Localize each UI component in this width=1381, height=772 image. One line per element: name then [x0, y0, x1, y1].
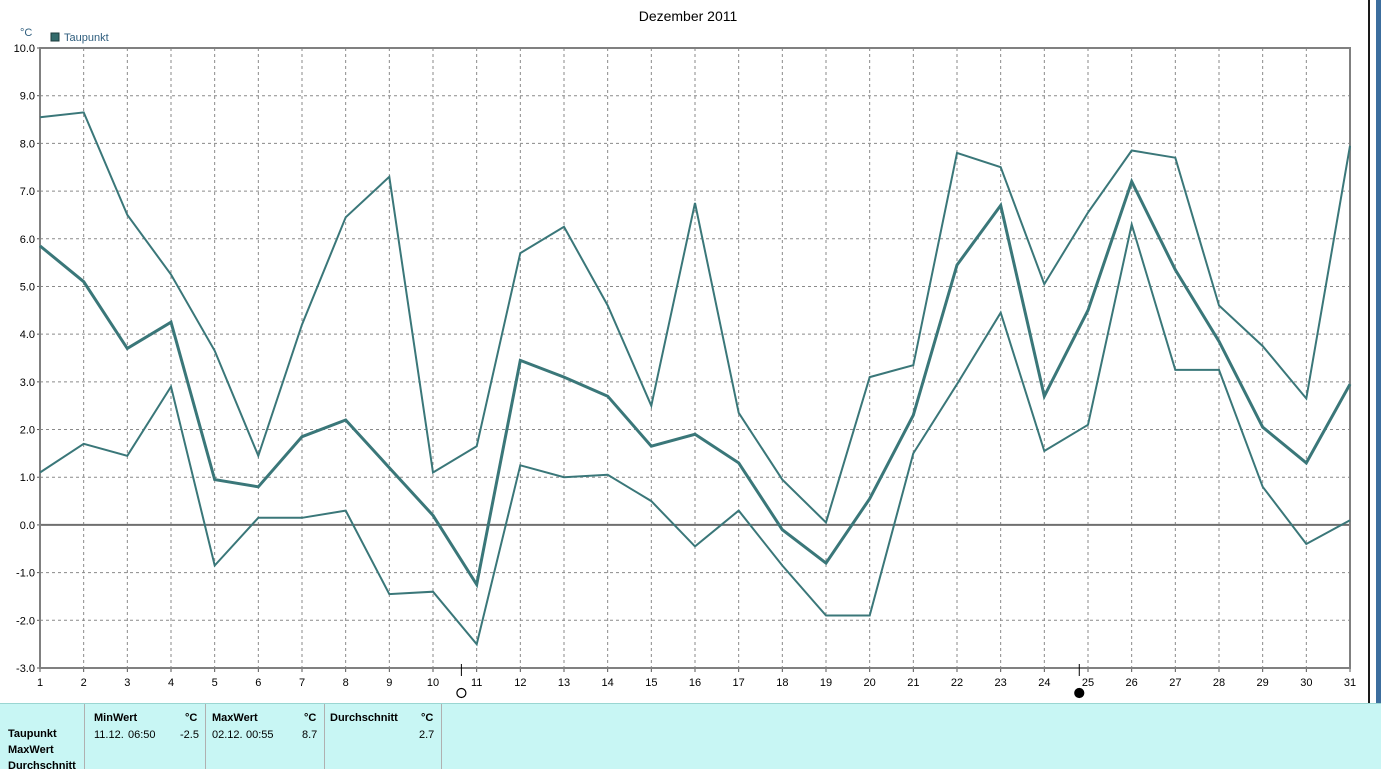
- x-tick-label: 1: [37, 677, 43, 689]
- max-value: 8.7: [302, 729, 318, 741]
- y-tick-label: 6.0: [20, 234, 35, 246]
- y-tick-label: 5.0: [20, 281, 35, 293]
- y-unit-label: °C: [20, 27, 32, 39]
- plot-frame: [39, 47, 1351, 669]
- x-tick-label: 29: [1257, 677, 1269, 689]
- y-tick-label: 8.0: [20, 138, 35, 150]
- chart-canvas: 10.0 9.0 8.0 7.0 6.0 5.0 4.0 3.0 2.0 1.0 0.0 -1.0 -2…: [14, 8, 1356, 699]
- max-date: 02.12.: [212, 729, 243, 741]
- avg-header: Durchschnitt: [330, 712, 398, 724]
- y-tick-label: 0.0: [20, 520, 35, 532]
- x-tick-label: 19: [820, 677, 832, 689]
- x-tick-label: 3: [124, 677, 130, 689]
- min-marker-circle: [456, 687, 467, 699]
- x-tick-label: 7: [299, 677, 305, 689]
- x-tick-label: 23: [995, 677, 1007, 689]
- x-tick-label: 28: [1213, 677, 1225, 689]
- x-tick-label: 13: [558, 677, 570, 689]
- stats-min-column: MinWert °C 11.12. 06:50 -2.5: [85, 704, 206, 769]
- x-tick-label: 26: [1126, 677, 1138, 689]
- x-tick-label: 18: [776, 677, 788, 689]
- x-tick-label: 16: [689, 677, 701, 689]
- min-date: 11.12.: [94, 729, 124, 741]
- stats-panel: Taupunkt MaxWert Durchschnitt MinWert °C…: [0, 703, 1381, 772]
- x-tick-label: 15: [645, 677, 657, 689]
- row-label-maxwert: MaxWert: [8, 744, 54, 756]
- y-tick-label: 10.0: [14, 43, 35, 55]
- window-divider: [1368, 0, 1370, 703]
- x-tick-label: 30: [1300, 677, 1312, 689]
- max-unit: °C: [304, 712, 317, 724]
- avg-value: 2.7: [419, 729, 435, 741]
- min-value: -2.5: [180, 729, 199, 741]
- x-tick-label: 10: [427, 677, 439, 689]
- stats-avg-column: Durchschnitt °C 2.7: [325, 704, 442, 769]
- x-tick-label: 11: [471, 677, 482, 689]
- y-tick-label: 3.0: [20, 377, 35, 389]
- x-tick-label: 21: [907, 677, 919, 689]
- row-label-taupunkt: Taupunkt: [8, 728, 57, 740]
- x-tick-label: 6: [255, 677, 261, 689]
- stats-row-labels: Taupunkt MaxWert Durchschnitt: [0, 704, 85, 772]
- avg-unit: °C: [421, 712, 434, 724]
- y-tick-label: 1.0: [20, 472, 35, 484]
- legend-swatch: [50, 32, 60, 42]
- y-tick-label: 9.0: [20, 91, 35, 103]
- y-tick-label: -3.0: [16, 663, 35, 675]
- max-header: MaxWert: [212, 712, 258, 724]
- x-tick-label: 9: [386, 677, 392, 689]
- series-line-2: [39, 220, 1351, 647]
- series-line-1: [39, 177, 1352, 589]
- x-tick-label: 17: [733, 677, 745, 689]
- y-tick-label: 4.0: [20, 329, 35, 341]
- min-header: MinWert: [94, 712, 138, 724]
- y-tick-label: -2.0: [16, 615, 35, 627]
- legend-label: Taupunkt: [64, 32, 109, 44]
- max-time: 00:55: [246, 729, 274, 741]
- window-scroll-strip[interactable]: [1376, 0, 1381, 703]
- x-tick-label: 8: [343, 677, 349, 689]
- y-tick-label: 2.0: [20, 425, 35, 437]
- chart-title: Dezember 2011: [639, 8, 738, 24]
- y-tick-label: -1.0: [16, 568, 35, 580]
- x-tick-label: 14: [602, 677, 614, 689]
- x-tick-label: 2: [81, 677, 87, 689]
- row-label-durchschnitt: Durchschnitt: [8, 760, 76, 772]
- x-tick-label: 20: [864, 677, 876, 689]
- x-tick-label: 27: [1169, 677, 1181, 689]
- x-tick-label: 25: [1082, 677, 1094, 689]
- stats-max-column: MaxWert °C 02.12. 00:55 8.7: [206, 704, 325, 769]
- x-tick-label: 5: [212, 677, 218, 689]
- min-unit: °C: [185, 712, 198, 724]
- max-marker-circle: [1074, 687, 1085, 699]
- x-tick-label: 12: [514, 677, 526, 689]
- x-tick-label: 22: [951, 677, 963, 689]
- x-tick-label: 31: [1344, 677, 1356, 689]
- series-line-0: [39, 111, 1351, 525]
- min-time: 06:50: [128, 729, 156, 741]
- x-tick-label: 4: [168, 677, 174, 689]
- x-tick-label: 24: [1038, 677, 1050, 689]
- y-tick-label: 7.0: [20, 186, 35, 198]
